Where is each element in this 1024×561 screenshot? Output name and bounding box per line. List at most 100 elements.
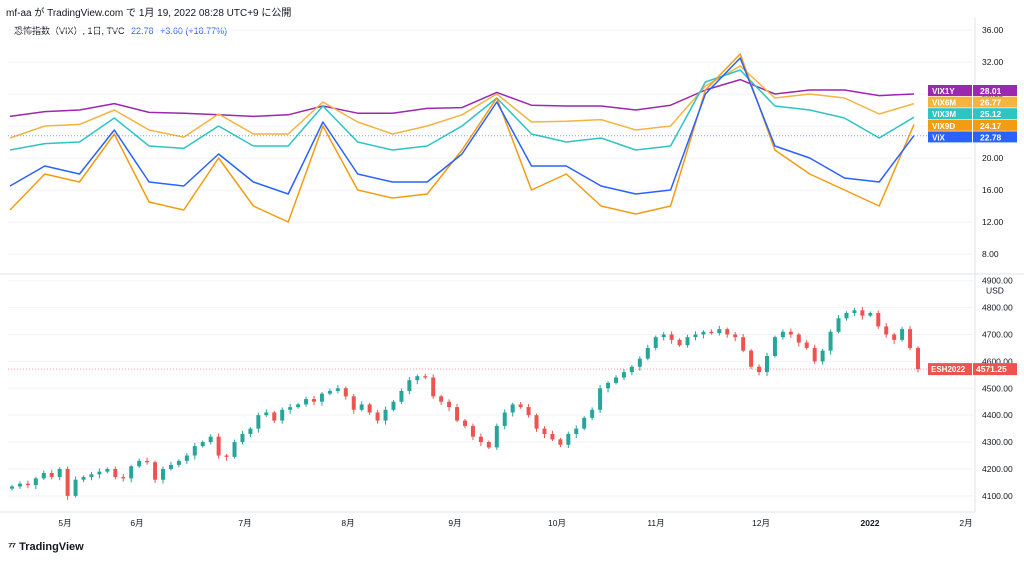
series-line-vix (9, 57, 915, 195)
candle-body (606, 382, 611, 389)
candle-body (57, 468, 62, 478)
candle-body (526, 407, 531, 416)
series-value-vix3m: 25.12 (980, 109, 1002, 119)
series-tag-bg-vix (928, 131, 972, 143)
time-tick-label: 5月 (58, 518, 71, 528)
candle-body (168, 464, 173, 469)
candle-body (431, 377, 436, 397)
candle-body (470, 425, 475, 437)
candle-body (653, 337, 658, 348)
candle-body (455, 407, 460, 421)
candle-body (304, 399, 309, 405)
time-tick-label: 10月 (548, 518, 566, 528)
candle-body (510, 404, 515, 413)
series-value-bg-vix6m (973, 96, 1017, 108)
candle-body (161, 468, 165, 480)
candle-body (478, 436, 483, 443)
candle-body (121, 477, 126, 479)
candle-body (447, 401, 452, 408)
candle-body (65, 468, 70, 496)
candle-body (264, 412, 269, 416)
candle-body (137, 460, 142, 467)
series-value-vix6m: 26.77 (980, 98, 1002, 108)
candle-body (113, 468, 118, 478)
candle-body (566, 434, 571, 445)
candle-body (335, 388, 340, 391)
candle-body (701, 331, 706, 335)
candle-body (463, 420, 467, 426)
candle-body (25, 483, 30, 486)
series-line-vix3m (9, 69, 915, 151)
candle-body (900, 329, 905, 340)
es-tag-bg (928, 363, 972, 376)
candle-body (407, 380, 412, 391)
series-value-vix9d: 24.17 (980, 121, 1002, 131)
es-ylabel: USD (986, 286, 1004, 296)
publish-line: mf-aa が TradingView.com で 1月 19, 2022 08… (6, 8, 292, 19)
candle-body (765, 356, 769, 373)
time-tick-label: 11月 (647, 518, 664, 528)
es-value-bg (973, 363, 1017, 376)
candle-body (327, 390, 332, 394)
candle-body (733, 334, 738, 338)
candle-body (582, 417, 587, 429)
candle-body (860, 310, 865, 316)
candle-body (614, 377, 618, 383)
series-line-vix1y (9, 78, 915, 118)
candle-body (367, 404, 372, 413)
tradingview-logo-icon: ⁷⁷ (8, 541, 16, 553)
candle-body (844, 312, 849, 319)
es-tick-label: 4300.00 (982, 437, 1013, 447)
time-tick-label: 12月 (752, 518, 770, 528)
candle-body (33, 478, 38, 486)
candle-body (836, 318, 841, 332)
series-value-bg-vix1y (973, 85, 1017, 96)
candle-body (558, 439, 563, 445)
candle-body (439, 396, 444, 402)
candle-body (677, 339, 682, 346)
candle-body (256, 415, 261, 429)
series-tag-name-vix1y: VIX1Y (932, 87, 955, 96)
candle-body (41, 473, 46, 479)
candle-body (49, 473, 54, 478)
candle-body (892, 334, 897, 340)
candle-body (129, 466, 134, 479)
candle-body (852, 310, 857, 313)
series-tag-bg-vix6m (928, 96, 972, 108)
candle-body (796, 334, 801, 343)
time-tick-label: 2月 (959, 518, 972, 528)
candle-body (621, 372, 626, 378)
candle-body (486, 442, 491, 448)
candle-body (312, 399, 316, 402)
candle-body (359, 404, 364, 410)
candle-body (637, 358, 642, 367)
candle-body (89, 474, 94, 478)
candle-body (248, 428, 253, 434)
es-tick-label: 4200.00 (982, 464, 1013, 474)
series-tag-bg-vix3m (928, 108, 972, 120)
es-tag-symbol: ESH2022 (931, 365, 966, 374)
candle-body (208, 436, 213, 443)
candle-body (272, 412, 277, 421)
legend-symbol: 恐怖指数（VIX）, 1日, TVC (14, 26, 125, 36)
candle-body (224, 455, 229, 457)
candle-body (391, 401, 396, 410)
candle-body (192, 446, 197, 456)
es-tick-label: 4700.00 (982, 329, 1013, 339)
candle-body (812, 347, 817, 362)
candle-body (17, 483, 22, 487)
series-line-vix9d (9, 53, 915, 223)
es-tick-label: 4100.00 (982, 491, 1013, 501)
candle-body (518, 404, 523, 408)
candle-body (876, 312, 881, 327)
series-tag-name-vix6m: VIX6M (932, 99, 956, 108)
vix-tick-label: 36.00 (982, 25, 1004, 35)
candle-body (296, 404, 301, 408)
candle-body (105, 468, 110, 472)
footer-brand: ⁷⁷ TradingView (8, 541, 84, 553)
candle-body (804, 342, 809, 348)
candle-body (184, 455, 189, 461)
candle-body (216, 436, 221, 456)
candle-body (868, 312, 873, 316)
